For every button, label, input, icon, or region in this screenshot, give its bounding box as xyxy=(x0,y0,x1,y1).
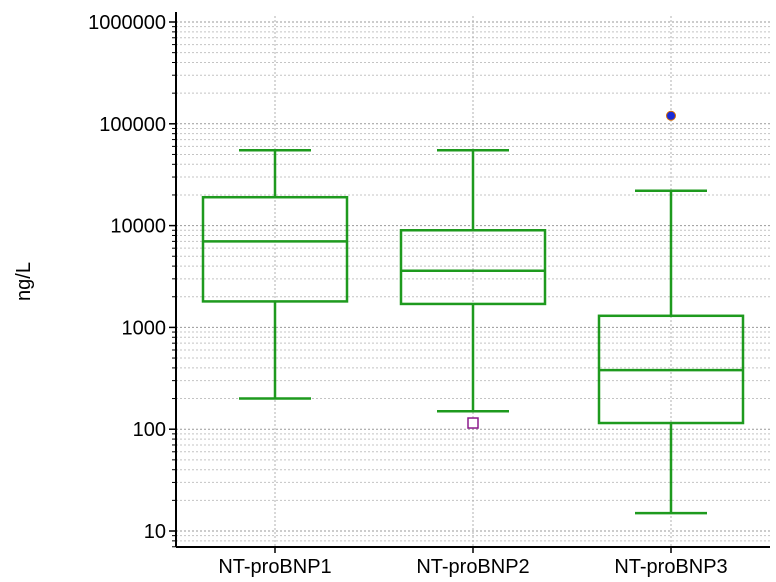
outlier-marker xyxy=(666,110,676,121)
outlier-marker xyxy=(467,417,479,429)
box-plots xyxy=(201,110,745,515)
grid xyxy=(176,16,770,548)
axes: 10 100 1000 10000 100000 1000000 NT-proBNP1 NT-… xyxy=(88,12,770,578)
box-NT-proBNP2 xyxy=(399,148,547,429)
iqr-box xyxy=(399,229,547,306)
iqr-box xyxy=(201,195,349,303)
y-tick-label: 10 xyxy=(144,521,166,543)
x-tick-label: NT-proBNP2 xyxy=(416,556,529,578)
y-tick-label: 1000000 xyxy=(88,12,166,34)
x-tick-label: NT-proBNP1 xyxy=(218,556,331,578)
y-tick-label: 100000 xyxy=(99,114,166,136)
box-NT-proBNP1 xyxy=(201,148,349,400)
y-axis-title: ng/L xyxy=(13,262,35,301)
y-tick-label: 10000 xyxy=(110,216,166,238)
y-tick-label: 100 xyxy=(133,419,166,441)
y-tick-label: 1000 xyxy=(122,317,167,339)
box-NT-proBNP3 xyxy=(597,110,745,515)
x-tick-label: NT-proBNP3 xyxy=(614,556,727,578)
